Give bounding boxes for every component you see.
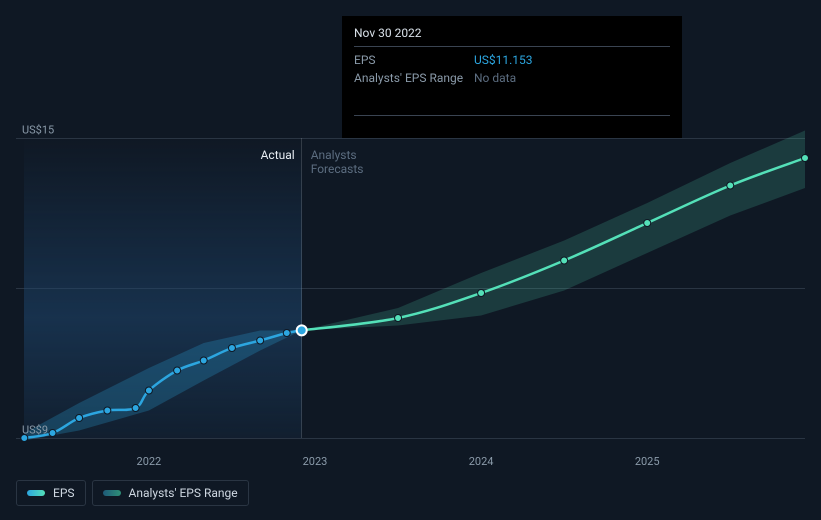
actual-point[interactable]	[283, 330, 290, 337]
actual-point[interactable]	[174, 367, 181, 374]
forecast-point[interactable]	[395, 315, 402, 322]
legend-item[interactable]: Analysts' EPS Range	[92, 480, 249, 506]
forecast-point[interactable]	[644, 220, 651, 227]
tooltip-row: EPSUS$11.153	[354, 51, 670, 69]
tooltip-key: EPS	[354, 53, 474, 67]
tooltip-key: Analysts' EPS Range	[354, 71, 474, 85]
forecast-range-area	[302, 131, 805, 331]
actual-point[interactable]	[132, 405, 139, 412]
forecast-point[interactable]	[802, 155, 809, 162]
gridline-bottom	[16, 438, 805, 439]
legend-label: Analysts' EPS Range	[129, 486, 238, 500]
tooltip-value: US$11.153	[474, 53, 533, 67]
legend: EPS Analysts' EPS Range	[16, 480, 249, 506]
hover-tooltip: Nov 30 2022 EPSUS$11.153Analysts' EPS Ra…	[342, 16, 682, 138]
forecast-point[interactable]	[478, 290, 485, 297]
actual-point[interactable]	[76, 415, 83, 422]
tooltip-row: Analysts' EPS RangeNo data	[354, 69, 670, 87]
chart-svg	[16, 138, 805, 438]
legend-swatch	[103, 490, 121, 496]
actual-point[interactable]	[49, 430, 56, 437]
x-tick: 2024	[469, 455, 494, 468]
forecast-point[interactable]	[561, 257, 568, 264]
legend-label: EPS	[53, 486, 75, 500]
actual-point[interactable]	[257, 337, 264, 344]
forecast-point[interactable]	[727, 182, 734, 189]
actual-point[interactable]	[200, 357, 207, 364]
plot-area[interactable]: US$15 US$9 Actual Analysts Forecasts	[16, 138, 805, 438]
legend-swatch	[27, 490, 45, 496]
x-tick: 2023	[303, 455, 328, 468]
x-tick: 2025	[635, 455, 660, 468]
actual-point[interactable]	[228, 345, 235, 352]
actual-point[interactable]	[104, 407, 111, 414]
x-tick: 2022	[137, 455, 162, 468]
actual-range-area	[24, 330, 301, 440]
actual-point[interactable]	[145, 387, 152, 394]
tooltip-date: Nov 30 2022	[354, 26, 670, 47]
y-tick-bottom: US$9	[22, 424, 48, 437]
tooltip-value: No data	[474, 71, 516, 85]
hover-marker	[297, 325, 307, 335]
y-tick-top: US$15	[22, 124, 54, 137]
legend-item[interactable]: EPS	[16, 480, 86, 506]
